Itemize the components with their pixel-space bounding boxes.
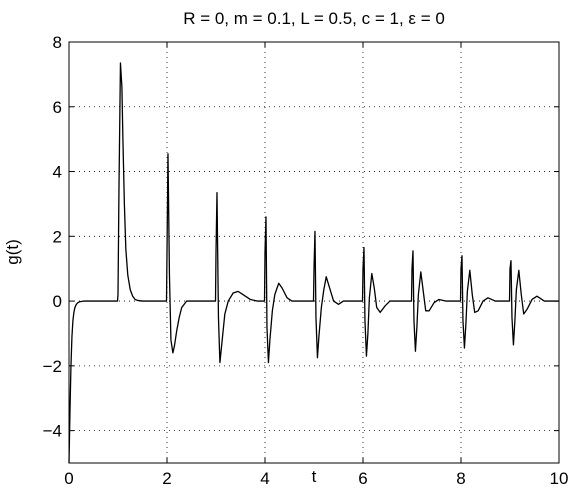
x-axis-title: t bbox=[312, 467, 317, 486]
plot-frame bbox=[68, 41, 560, 464]
y-tick-label: −4 bbox=[43, 422, 62, 441]
y-tick-label: 8 bbox=[53, 33, 62, 52]
x-tick-label: 0 bbox=[64, 469, 73, 488]
series-line bbox=[68, 62, 559, 464]
x-tick-label: 8 bbox=[456, 469, 465, 488]
plot-line-group bbox=[68, 62, 559, 464]
y-tick-label: 4 bbox=[53, 163, 62, 182]
y-tick-label: 2 bbox=[53, 227, 62, 246]
x-tick-label: 2 bbox=[162, 469, 171, 488]
y-tick-label: −2 bbox=[43, 357, 62, 376]
y-tick-label: 0 bbox=[53, 292, 62, 311]
x-tick-label: 10 bbox=[550, 469, 569, 488]
y-tick-label: 6 bbox=[53, 98, 62, 117]
tick-labels: 0 2 4 6 8 10 −4 −2 0 2 4 6 8 bbox=[43, 33, 569, 488]
x-tick-label: 4 bbox=[260, 469, 269, 488]
x-tick-label: 6 bbox=[358, 469, 367, 488]
chart-title: R = 0, m = 0.1, L = 0.5, c = 1, ε = 0 bbox=[183, 9, 445, 28]
ticks bbox=[68, 41, 560, 463]
y-axis-title: g(t) bbox=[3, 239, 22, 265]
